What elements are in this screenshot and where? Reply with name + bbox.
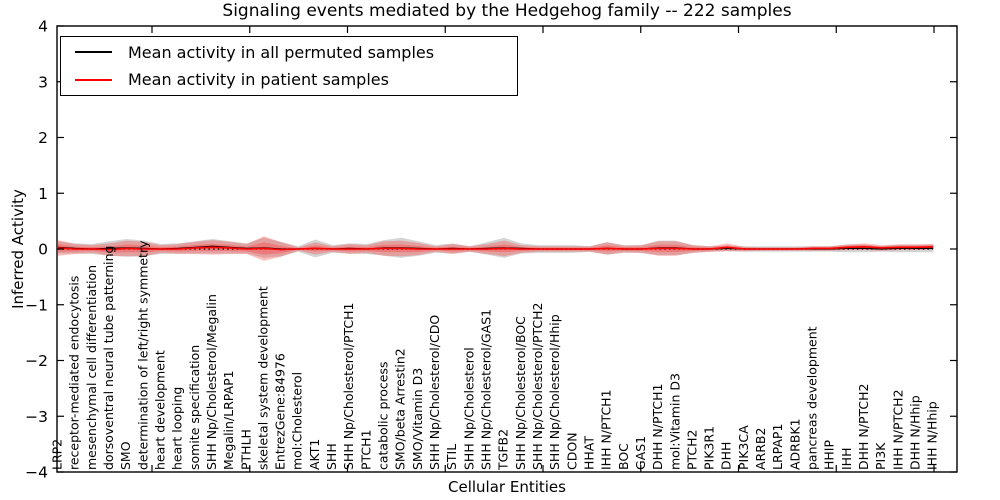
- x-category-label: SHH Np/Cholesterol/Hhip: [547, 314, 562, 470]
- x-category-label: SHH Np/Cholesterol/GAS1: [479, 309, 494, 470]
- x-category-label: skeletal system development: [255, 286, 270, 470]
- y-tick-label: −3: [25, 408, 48, 426]
- x-category-label: GAS1: [633, 436, 648, 470]
- x-category-label: SHH Np/Cholesterol/PTCH2: [530, 303, 545, 471]
- x-category-label: PIK3R1: [702, 426, 717, 470]
- x-category-label: SMO: [118, 441, 133, 470]
- chart-title: Signaling events mediated by the Hedgeho…: [222, 1, 792, 21]
- x-category-label: STIL: [444, 444, 459, 470]
- x-category-label: CDON: [564, 432, 579, 470]
- y-tick-label: −4: [25, 464, 48, 482]
- x-category-label: receptor-mediated endocytosis: [67, 276, 82, 470]
- x-category-label: catabolic process: [376, 361, 391, 470]
- x-category-label: Megalin/LRPAP1: [221, 370, 236, 470]
- mean-line-patient: [57, 245, 934, 251]
- x-category-label: PTCH2: [684, 429, 699, 470]
- x-category-label: IHH N/PTCH2: [890, 389, 905, 470]
- black-line-sample-icon: [75, 51, 112, 54]
- y-tick-label: 4: [38, 18, 48, 36]
- x-category-label: pancreas development: [805, 326, 820, 470]
- y-tick-label: −2: [25, 352, 48, 370]
- y-tick-label: 1: [38, 185, 48, 203]
- x-category-label: PI3K: [873, 442, 888, 470]
- x-category-label: SHH: [324, 443, 339, 470]
- y-tick-label: 3: [38, 73, 48, 91]
- x-category-label: PTCH1: [358, 429, 373, 470]
- x-category-label: heart development: [152, 350, 167, 470]
- x-category-label: PTHLH: [238, 429, 253, 470]
- legend-item-patient: Mean activity in patient samples: [75, 68, 517, 92]
- x-category-label: DHH N/PTCH2: [856, 384, 871, 470]
- y-tick-label: −1: [25, 296, 48, 314]
- x-category-label: SHH Np/Cholesterol/PTCH1: [341, 303, 356, 470]
- legend-label-permuted: Mean activity in all permuted samples: [128, 42, 435, 62]
- x-category-label: AKT1: [307, 439, 322, 470]
- x-category-label: IHH N/Hhip: [925, 401, 940, 470]
- legend-label-patient: Mean activity in patient samples: [128, 70, 389, 90]
- x-category-label: ADRBK1: [787, 418, 802, 470]
- legend-item-permuted: Mean activity in all permuted samples: [75, 40, 517, 64]
- x-category-label: mesenchymal cell differentiation: [84, 265, 99, 470]
- x-category-label: LRP2: [50, 439, 65, 470]
- y-axis-label: Inferred Activity: [9, 189, 27, 309]
- x-category-label: SMO/Vitamin D3: [410, 368, 425, 470]
- x-category-label: SHH Np/Cholesterol/BOC: [513, 316, 528, 470]
- x-category-label: IHH N/PTCH1: [599, 389, 614, 470]
- x-category-label: SHH Np/Cholesterol/Megalin: [204, 294, 219, 470]
- x-category-label: BOC: [616, 443, 631, 470]
- y-tick-label: 2: [38, 129, 48, 147]
- x-axis-label: Cellular Entities: [448, 478, 566, 496]
- x-category-label: DHH N/PTCH1: [650, 384, 665, 470]
- x-category-label: determination of left/right symmetry: [135, 240, 150, 470]
- legend-box: Mean activity in all permuted samples Me…: [60, 36, 518, 96]
- x-category-label: LRPAP1: [770, 424, 785, 470]
- x-category-label: somite specification: [187, 345, 202, 470]
- x-category-label: DHH N/Hhip: [908, 395, 923, 470]
- x-category-label: SHH Np/Cholesterol: [461, 347, 476, 470]
- x-category-label: EntrezGene:84976: [273, 353, 288, 470]
- x-category-label: mol:Cholesterol: [290, 372, 305, 470]
- x-category-label: mol:Vitamin D3: [667, 373, 682, 470]
- x-category-label: HHAT: [581, 436, 596, 470]
- red-line-sample-icon: [75, 78, 112, 81]
- x-category-label: TGFB2: [496, 429, 511, 471]
- x-category-label: PIK3CA: [736, 425, 751, 470]
- x-category-label: DHH: [719, 442, 734, 470]
- x-category-label: SMO/beta Arrestin2: [393, 348, 408, 470]
- x-category-label: IHH: [839, 448, 854, 471]
- x-category-label: dorsoventral neural tube patterning: [101, 246, 116, 471]
- x-category-label: ARRB2: [753, 428, 768, 470]
- x-category-label: SHH Np/Cholesterol/CDO: [427, 315, 442, 470]
- x-category-label: heart looping: [170, 387, 185, 470]
- y-tick-label: 0: [38, 241, 48, 259]
- x-category-label: HHIP: [822, 440, 837, 470]
